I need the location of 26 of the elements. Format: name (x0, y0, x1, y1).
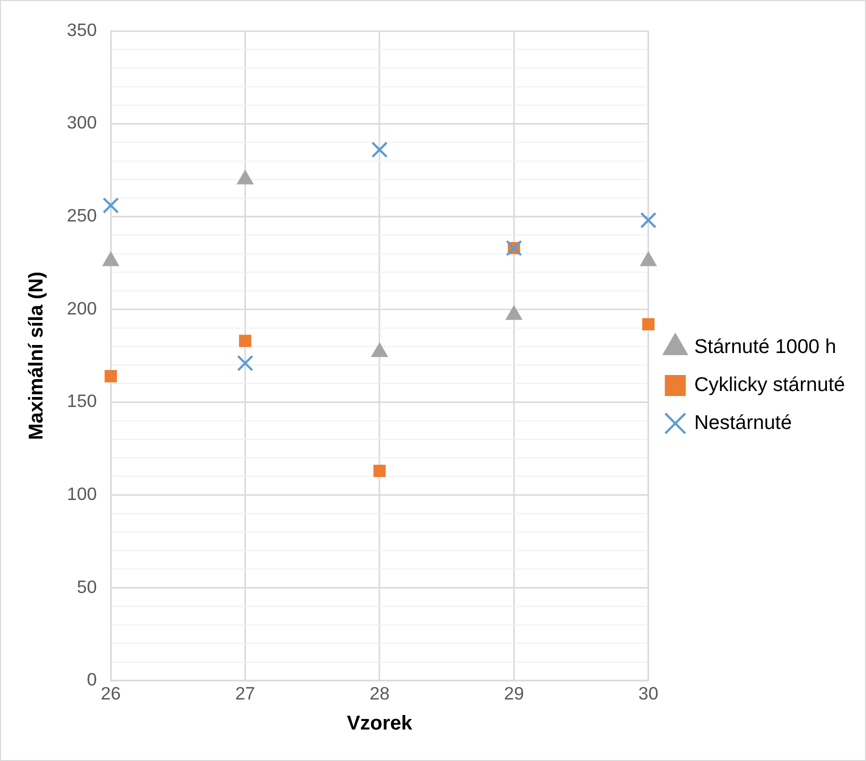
y-tick-label: 0 (86, 670, 97, 690)
y-axis-title: Maximální síla (N) (25, 272, 48, 440)
x-tick-label: 26 (100, 683, 121, 704)
x-tick-label: 30 (638, 683, 658, 704)
y-tick-label: 50 (76, 576, 97, 597)
point (371, 142, 388, 158)
x-tick-label: 28 (370, 683, 390, 704)
legend-label: Nestárnuté (694, 412, 792, 434)
legend-label: Cyklicky stárnuté (694, 374, 845, 396)
y-tick-label: 350 (66, 20, 97, 40)
y-tick-label: 200 (66, 298, 97, 318)
point (239, 334, 252, 348)
point (373, 464, 386, 477)
y-tick-label: 300 (66, 112, 97, 133)
y-tick-label: 150 (66, 391, 97, 412)
legend-label: Stárnuté 1000 h (694, 336, 836, 358)
point (640, 212, 657, 228)
y-tick-label: 100 (66, 484, 97, 504)
x-tick-label: 27 (235, 683, 256, 704)
point (237, 355, 254, 372)
x-tick-label: 29 (504, 683, 524, 704)
point (102, 197, 119, 214)
point (104, 370, 117, 382)
y-tick-label: 250 (66, 206, 97, 226)
x-axis-title: Vzorek (346, 712, 414, 735)
point (642, 318, 654, 330)
